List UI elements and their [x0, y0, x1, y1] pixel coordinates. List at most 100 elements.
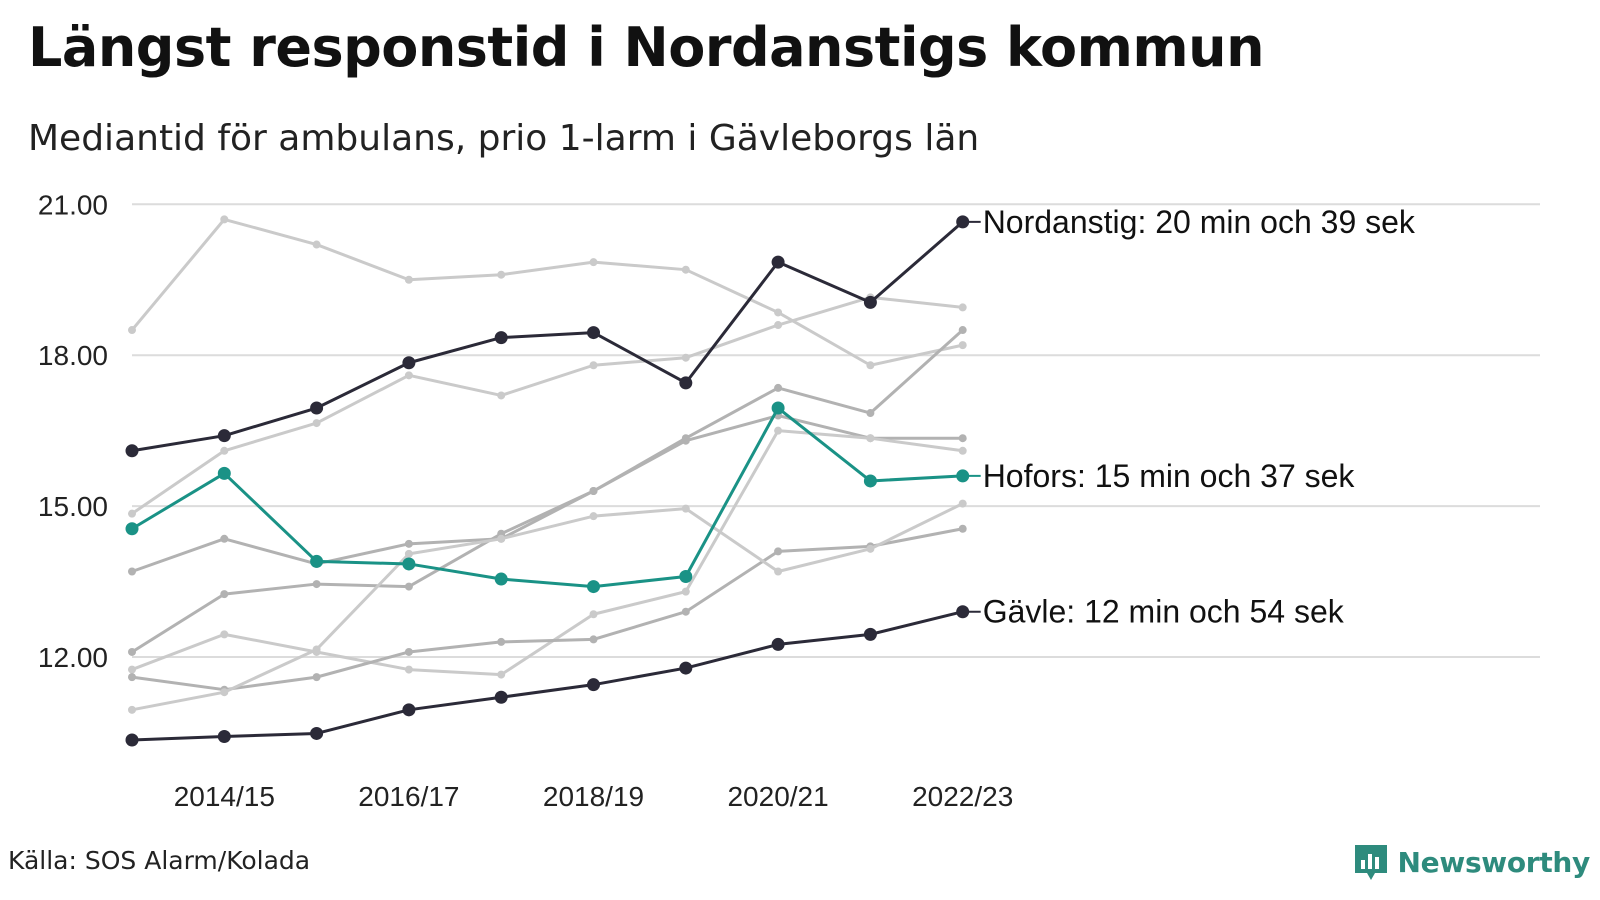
series-line: [131, 610, 964, 742]
data-point: [402, 356, 416, 370]
series-nordanstig: [125, 215, 970, 458]
data-point: [589, 487, 598, 496]
x-tick-label: 2022/23: [912, 781, 1013, 812]
data-point: [220, 630, 229, 639]
data-point: [220, 446, 229, 455]
y-tick-label: 21.00: [38, 189, 108, 220]
data-point: [679, 376, 693, 390]
data-point: [774, 567, 783, 576]
data-point: [312, 673, 321, 682]
y-tick-label: 18.00: [38, 340, 108, 371]
data-point: [589, 258, 598, 267]
data-point: [681, 504, 690, 513]
data-point: [128, 673, 136, 682]
data-point: [125, 522, 139, 536]
data-point: [958, 303, 967, 312]
data-point: [774, 308, 783, 317]
data-point: [220, 688, 229, 697]
data-point: [774, 426, 783, 435]
data-point: [312, 580, 321, 589]
series-label-0: Nordanstig: 20 min och 39 sek: [983, 204, 1416, 240]
y-tick-label: 15.00: [38, 491, 108, 522]
newsworthy-bar-chart-icon: [1354, 845, 1387, 880]
data-point: [125, 733, 139, 747]
x-tick-label: 2014/15: [174, 781, 275, 812]
series-line: [131, 406, 963, 589]
brand-logo: Newsworthy: [1352, 842, 1590, 882]
data-point: [866, 544, 875, 553]
series-label-1: Hofors: 15 min och 37 sek: [983, 458, 1356, 494]
y-axis-tick-labels: 12.00 15.00 18.00 21.00: [38, 189, 108, 673]
data-point: [310, 726, 324, 740]
series-line: [131, 220, 964, 453]
series-line: [131, 527, 963, 692]
data-point: [497, 534, 506, 543]
series-line: [131, 295, 963, 515]
series-line: [130, 217, 964, 367]
brand-name: Newsworthy: [1397, 845, 1591, 879]
data-point: [589, 512, 598, 521]
data-point: [589, 361, 598, 370]
data-point: [404, 371, 413, 380]
data-point: [402, 703, 416, 717]
chart-subtitle: Mediantid för ambulans, prio 1-larm i Gä…: [28, 118, 980, 159]
data-point: [863, 474, 877, 488]
background-series-5: [128, 524, 967, 694]
background-series-1: [128, 293, 967, 518]
data-point: [128, 665, 136, 674]
data-point: [497, 270, 506, 279]
data-point: [497, 637, 506, 646]
data-point: [863, 295, 877, 309]
data-point: [312, 419, 321, 428]
data-point: [679, 570, 693, 584]
data-point: [128, 647, 136, 656]
x-axis-tick-labels: 2014/15 2016/17 2018/19 2020/21 2022/23: [174, 781, 1014, 812]
data-point: [312, 240, 321, 249]
data-point: [681, 265, 690, 274]
data-point: [587, 580, 600, 594]
background-series: [128, 215, 967, 714]
data-point: [125, 444, 139, 458]
data-point: [958, 499, 967, 508]
series-line: [131, 429, 963, 677]
y-tick-label: 12.00: [38, 642, 108, 673]
data-point: [494, 690, 508, 704]
background-series-3: [128, 411, 967, 656]
series-line: [131, 502, 964, 712]
x-tick-label: 2016/17: [358, 781, 459, 812]
data-point: [958, 524, 967, 533]
data-point: [866, 434, 875, 443]
data-point: [312, 645, 321, 654]
data-point: [220, 534, 229, 543]
data-point: [404, 665, 413, 674]
data-point: [774, 383, 783, 392]
data-point: [681, 436, 690, 445]
background-series-6: [128, 499, 967, 714]
data-point: [494, 572, 508, 586]
data-point: [958, 434, 967, 443]
data-point: [494, 331, 508, 345]
series-end-labels: Nordanstig: 20 min och 39 sek Hofors: 15 …: [962, 204, 1416, 630]
data-point: [589, 610, 598, 619]
data-point: [774, 547, 783, 556]
data-point: [310, 554, 324, 568]
x-tick-label: 2018/19: [543, 781, 644, 812]
data-point: [402, 557, 416, 571]
series-line: [131, 328, 964, 573]
data-point: [681, 587, 690, 596]
data-point: [863, 627, 877, 641]
data-point: [589, 635, 598, 644]
background-series-0: [128, 215, 967, 370]
data-point: [958, 446, 967, 455]
data-point: [587, 678, 600, 692]
data-point: [587, 326, 600, 340]
background-series-4: [128, 426, 967, 679]
data-point: [404, 275, 413, 284]
data-point: [681, 607, 690, 616]
data-point: [404, 582, 413, 591]
data-point: [128, 705, 136, 714]
data-point: [497, 670, 506, 679]
data-point: [404, 549, 413, 558]
data-point: [681, 353, 690, 362]
